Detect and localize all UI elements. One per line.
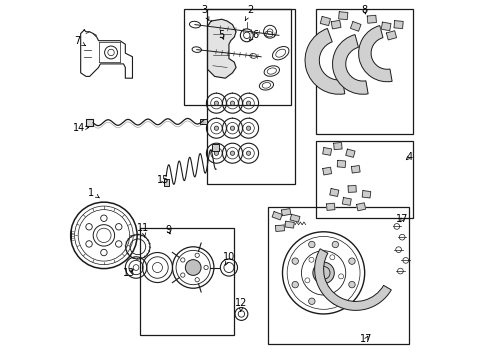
Polygon shape [331, 21, 341, 29]
Circle shape [246, 126, 251, 130]
Polygon shape [326, 203, 335, 210]
Polygon shape [394, 21, 403, 28]
Text: 1: 1 [88, 188, 99, 198]
Circle shape [246, 151, 251, 156]
Bar [317, 141, 413, 217]
Text: 15: 15 [157, 175, 169, 185]
Circle shape [214, 126, 219, 130]
Wedge shape [359, 26, 392, 82]
Bar [268, 207, 409, 344]
Circle shape [332, 298, 339, 305]
Polygon shape [381, 22, 391, 31]
Circle shape [230, 126, 235, 130]
Bar [164, 179, 169, 186]
Text: 12: 12 [235, 298, 247, 311]
Text: 17: 17 [360, 334, 372, 344]
Text: 13: 13 [123, 268, 135, 278]
Text: 17: 17 [396, 214, 408, 224]
Bar [317, 9, 413, 134]
Text: 2: 2 [245, 5, 253, 21]
Bar [212, 144, 219, 152]
Text: 11: 11 [137, 223, 149, 237]
Circle shape [332, 241, 339, 248]
Circle shape [214, 151, 219, 156]
Polygon shape [334, 143, 342, 150]
Polygon shape [362, 190, 371, 198]
Text: 5: 5 [219, 30, 225, 40]
Polygon shape [348, 185, 356, 192]
Circle shape [230, 151, 235, 156]
Circle shape [214, 101, 219, 105]
Bar [200, 118, 207, 124]
Polygon shape [323, 148, 332, 155]
Wedge shape [333, 35, 368, 94]
Circle shape [292, 282, 298, 288]
Circle shape [292, 258, 298, 264]
Wedge shape [315, 249, 392, 310]
Text: 9: 9 [165, 225, 172, 235]
Text: 10: 10 [223, 252, 235, 265]
Bar [86, 119, 93, 126]
Polygon shape [339, 12, 348, 19]
Circle shape [309, 298, 315, 305]
Polygon shape [357, 203, 366, 211]
Bar [140, 228, 234, 336]
Bar [207, 9, 295, 184]
Circle shape [230, 101, 235, 105]
Polygon shape [387, 31, 396, 40]
Polygon shape [285, 221, 294, 228]
Polygon shape [337, 160, 345, 167]
Circle shape [309, 241, 315, 248]
Text: 8: 8 [362, 5, 368, 15]
Polygon shape [290, 214, 300, 222]
Circle shape [349, 258, 355, 264]
Polygon shape [351, 166, 360, 173]
Polygon shape [275, 225, 285, 231]
Polygon shape [346, 149, 355, 157]
Polygon shape [343, 198, 351, 205]
Text: 3: 3 [201, 5, 209, 21]
Circle shape [313, 262, 334, 284]
Text: 4: 4 [406, 152, 413, 162]
Circle shape [246, 101, 251, 105]
Polygon shape [350, 22, 361, 31]
Polygon shape [323, 167, 332, 175]
Polygon shape [281, 208, 291, 216]
Polygon shape [367, 15, 376, 23]
Polygon shape [207, 19, 236, 78]
Circle shape [185, 260, 201, 275]
Polygon shape [330, 189, 339, 197]
Text: 14: 14 [73, 123, 89, 133]
Text: 6: 6 [249, 30, 259, 40]
Polygon shape [320, 17, 330, 26]
Circle shape [349, 282, 355, 288]
Bar [184, 9, 292, 105]
Wedge shape [305, 28, 345, 94]
Polygon shape [272, 212, 282, 220]
Text: 7: 7 [74, 36, 86, 46]
